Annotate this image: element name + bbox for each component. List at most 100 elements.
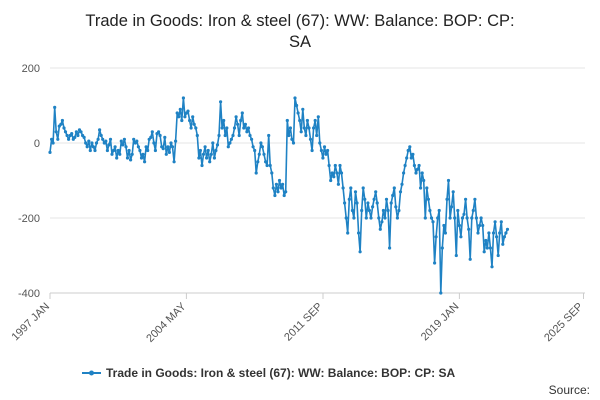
- data-point: [398, 190, 403, 194]
- data-point: [146, 148, 150, 153]
- data-point: [228, 141, 232, 145]
- data-point: [118, 152, 122, 156]
- data-point: [349, 186, 353, 190]
- data-point: [381, 208, 385, 213]
- data-point: [158, 133, 162, 138]
- data-point: [186, 109, 190, 113]
- data-point: [437, 208, 441, 213]
- data-point: [105, 148, 109, 153]
- data-point: [453, 216, 457, 220]
- data-point: [284, 190, 288, 194]
- data-point: [73, 135, 77, 139]
- data-point: [366, 201, 370, 205]
- data-point: [197, 156, 201, 160]
- data-point: [305, 118, 309, 123]
- data-point: [206, 148, 210, 153]
- data-point: [451, 190, 455, 194]
- data-point: [245, 130, 249, 134]
- data-point: [481, 223, 485, 228]
- data-point: [242, 126, 246, 130]
- data-point: [397, 208, 401, 213]
- data-point: [474, 216, 478, 220]
- data-point: [265, 163, 269, 168]
- data-point: [65, 133, 69, 138]
- data-point: [79, 130, 83, 134]
- data-point: [298, 118, 302, 123]
- data-point: [464, 197, 468, 201]
- data-point: [353, 190, 358, 194]
- data-point: [372, 197, 376, 201]
- data-point: [167, 150, 171, 154]
- data-point: [108, 137, 113, 141]
- data-point: [194, 126, 198, 130]
- data-point: [330, 171, 334, 175]
- data-point: [121, 143, 125, 147]
- data-point: [465, 216, 469, 220]
- data-point: [180, 118, 184, 123]
- data-point: [412, 163, 416, 168]
- data-point: [178, 107, 182, 111]
- data-point: [291, 141, 296, 145]
- data-point: [374, 190, 378, 194]
- data-point: [456, 208, 460, 213]
- data-point: [391, 193, 395, 198]
- data-point: [222, 118, 226, 123]
- data-point: [274, 182, 278, 186]
- legend[interactable]: Trade in Goods: Iron & steel (67): WW: B…: [82, 366, 455, 380]
- data-point: [409, 156, 413, 160]
- grid: [50, 67, 585, 219]
- data-point: [239, 118, 243, 123]
- data-point: [205, 156, 209, 160]
- data-point: [384, 197, 389, 201]
- y-tick-label: -400: [18, 288, 40, 300]
- y-tick-label: 200: [22, 63, 40, 75]
- data-point: [386, 208, 390, 213]
- data-point: [141, 152, 145, 156]
- data-point: [478, 223, 482, 228]
- data-point: [499, 220, 503, 224]
- data-point: [460, 216, 465, 220]
- data-point: [256, 160, 260, 164]
- data-point: [84, 141, 88, 145]
- data-point: [423, 216, 427, 220]
- data-point: [442, 223, 446, 228]
- data-point: [487, 231, 491, 235]
- data-point: [383, 216, 387, 220]
- data-point: [459, 235, 463, 239]
- data-point: [94, 141, 99, 145]
- data-point: [467, 227, 471, 231]
- data-point: [143, 160, 147, 164]
- data-point: [183, 115, 187, 119]
- data-point: [170, 145, 175, 149]
- data-point: [198, 148, 202, 153]
- x-tick-label: 2004 MAY: [144, 300, 189, 345]
- data-point: [364, 216, 368, 220]
- data-point: [54, 130, 58, 134]
- data-point: [490, 265, 494, 269]
- data-point: [333, 163, 337, 168]
- data-point: [67, 137, 71, 141]
- data-point: [56, 137, 60, 141]
- data-point: [177, 115, 181, 119]
- data-point: [350, 208, 354, 213]
- data-point: [394, 205, 398, 209]
- data-point: [419, 186, 423, 190]
- data-point: [335, 171, 339, 175]
- data-point: [119, 139, 123, 143]
- data-point: [220, 126, 224, 130]
- data-point: [502, 235, 506, 239]
- y-axis-tick-labels: 200 0 -200 -400: [18, 63, 40, 300]
- data-point: [380, 220, 384, 224]
- data-point: [172, 160, 176, 164]
- data-point: [358, 250, 362, 254]
- data-point: [313, 118, 317, 123]
- x-tick-label: 1997 JAN: [9, 301, 52, 344]
- data-point: [417, 163, 421, 168]
- data-point: [319, 148, 323, 153]
- data-point: [163, 135, 167, 139]
- data-point: [246, 126, 251, 130]
- data-point: [485, 246, 489, 250]
- data-point: [195, 133, 199, 138]
- data-point: [389, 201, 393, 205]
- data-point: [273, 193, 277, 198]
